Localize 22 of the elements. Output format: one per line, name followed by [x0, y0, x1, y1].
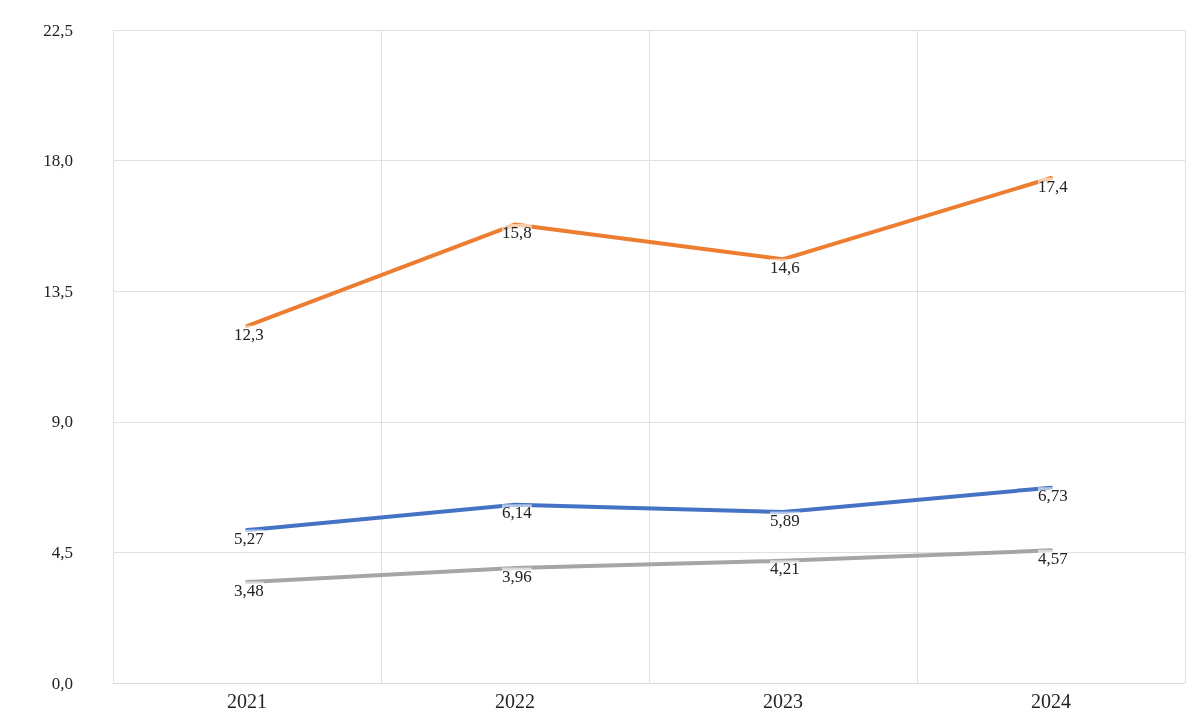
data-label: 12,3 — [234, 324, 264, 344]
x-tick-label: 2021 — [227, 690, 267, 712]
data-label: 3,48 — [234, 580, 264, 600]
y-tick-label: 18,0 — [43, 151, 73, 171]
x-tick-label: 2023 — [763, 690, 803, 712]
y-tick-label: 9,0 — [51, 412, 73, 432]
data-label: 3,96 — [502, 566, 532, 586]
data-label: 15,8 — [502, 222, 532, 242]
x-tick-label: 2024 — [1031, 690, 1071, 712]
data-label: 6,14 — [502, 503, 533, 523]
data-label: 5,27 — [234, 528, 265, 548]
data-label: 6,73 — [1038, 486, 1068, 506]
data-label: 5,89 — [770, 510, 800, 530]
x-tick-label: 2022 — [495, 690, 535, 712]
y-tick-label: 4,5 — [51, 542, 73, 562]
y-tick-label: 0,0 — [51, 673, 73, 693]
data-label: 14,6 — [770, 257, 800, 277]
y-tick-label: 13,5 — [43, 281, 73, 301]
data-label: 4,57 — [1038, 548, 1069, 568]
data-label: 17,4 — [1038, 176, 1069, 196]
data-label: 4,21 — [770, 559, 800, 579]
y-tick-label: 22,5 — [43, 20, 73, 40]
